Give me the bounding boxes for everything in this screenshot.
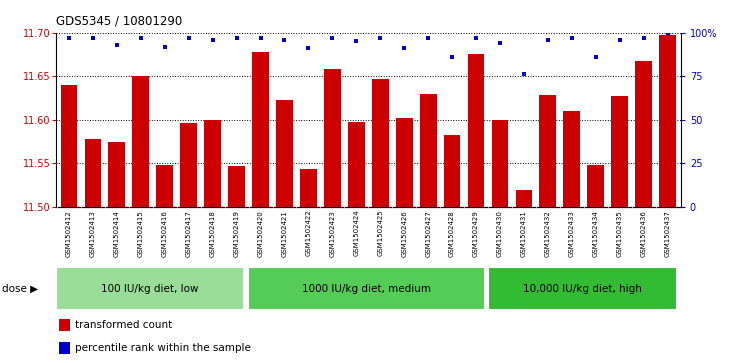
Bar (539, 95, 557, 207)
Text: transformed count: transformed count (74, 321, 172, 330)
Text: GSM1502423: GSM1502423 (330, 210, 336, 257)
Bar (348, 122, 365, 207)
Bar (59, 342, 70, 354)
Bar (205, 120, 221, 207)
Text: GSM1502433: GSM1502433 (569, 210, 575, 257)
Bar (563, 111, 580, 207)
Text: GSM1502422: GSM1502422 (306, 210, 312, 256)
Text: GSM1502421: GSM1502421 (281, 210, 287, 257)
Text: GSM1502413: GSM1502413 (90, 210, 96, 257)
Bar (587, 165, 604, 207)
Bar (228, 166, 245, 207)
Text: GSM1502419: GSM1502419 (234, 210, 240, 257)
Text: GSM1502434: GSM1502434 (593, 210, 599, 257)
Text: dose ▶: dose ▶ (2, 284, 39, 294)
Bar (109, 142, 125, 207)
Bar (180, 123, 197, 207)
Text: GSM1502414: GSM1502414 (114, 210, 120, 257)
Bar (276, 100, 293, 207)
Text: GSM1502417: GSM1502417 (186, 210, 192, 257)
Text: GSM1502418: GSM1502418 (210, 210, 216, 257)
Text: GSM1502432: GSM1502432 (545, 210, 551, 257)
Text: GSM1502424: GSM1502424 (353, 210, 359, 256)
Bar (489, 267, 677, 310)
Bar (132, 76, 150, 207)
Text: GSM1502429: GSM1502429 (473, 210, 479, 257)
Text: GSM1502425: GSM1502425 (377, 210, 383, 256)
Bar (156, 165, 173, 207)
Bar (420, 94, 437, 207)
Bar (516, 190, 532, 207)
Bar (300, 170, 317, 207)
Text: GSM1502436: GSM1502436 (641, 210, 647, 257)
Text: GSM1502426: GSM1502426 (401, 210, 407, 257)
Bar (59, 319, 70, 331)
Text: GSM1502431: GSM1502431 (521, 210, 527, 257)
Text: GSM1502430: GSM1502430 (497, 210, 503, 257)
Bar (659, 35, 676, 207)
Bar (324, 69, 341, 207)
Text: 1000 IU/kg diet, medium: 1000 IU/kg diet, medium (302, 284, 431, 294)
Text: GSM1502420: GSM1502420 (257, 210, 263, 257)
Bar (635, 61, 652, 207)
Bar (492, 120, 508, 207)
Text: GSM1502428: GSM1502428 (449, 210, 455, 257)
Bar (612, 96, 628, 207)
Text: GDS5345 / 10801290: GDS5345 / 10801290 (56, 15, 182, 28)
Bar (372, 79, 388, 207)
Text: GSM1502415: GSM1502415 (138, 210, 144, 257)
Text: percentile rank within the sample: percentile rank within the sample (74, 343, 251, 353)
Bar (85, 139, 101, 207)
Text: GSM1502412: GSM1502412 (66, 210, 72, 257)
Text: GSM1502427: GSM1502427 (425, 210, 431, 257)
Bar (248, 267, 485, 310)
Bar (443, 135, 461, 207)
Text: GSM1502435: GSM1502435 (617, 210, 623, 257)
Bar (396, 118, 413, 207)
Text: GSM1502437: GSM1502437 (664, 210, 670, 257)
Bar (468, 54, 484, 207)
Bar (252, 52, 269, 207)
Text: 100 IU/kg diet, low: 100 IU/kg diet, low (101, 284, 199, 294)
Bar (60, 85, 77, 207)
Text: 10,000 IU/kg diet, high: 10,000 IU/kg diet, high (523, 284, 642, 294)
Bar (56, 267, 245, 310)
Text: GSM1502416: GSM1502416 (161, 210, 167, 257)
